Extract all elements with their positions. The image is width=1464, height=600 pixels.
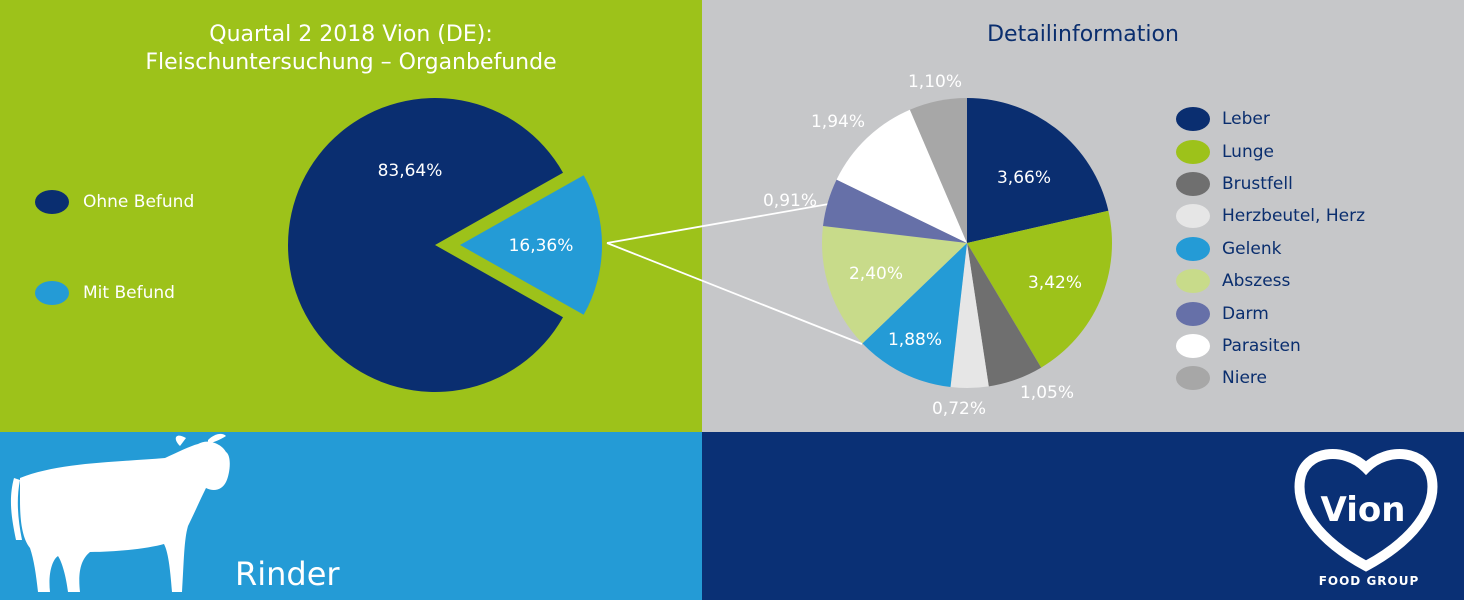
- legend-swatch: [1176, 366, 1210, 391]
- pie-slice-ohne-befund: [288, 97, 564, 392]
- pie-slice-gelenk: [862, 243, 967, 388]
- legend-label: Niere: [1222, 368, 1267, 389]
- pie-slice-darm: [823, 179, 967, 243]
- data-label-lunge: 3,42%: [1028, 273, 1082, 293]
- chart-subtitle: Fleischuntersuchung – Organbefunde: [145, 50, 557, 75]
- data-label-brustfell: 1,05%: [1020, 383, 1074, 403]
- legend-label: Abszess: [1222, 271, 1291, 292]
- legend-swatch: [1176, 107, 1210, 132]
- legend-item-brustfell: Brustfell: [1176, 168, 1365, 200]
- legend-swatch: [1176, 301, 1210, 326]
- legend-label: Herzbeutel, Herz: [1222, 206, 1365, 227]
- legend-item-leber: Leber: [1176, 103, 1365, 135]
- data-label-herzbeutel-herz: 0,72%: [932, 399, 986, 419]
- legend-item-ohne-befund: Ohne Befund: [35, 190, 194, 214]
- legend-label: Brustfell: [1222, 173, 1293, 194]
- connector-line-bottom: [606, 242, 863, 345]
- legend-item-gelenk: Gelenk: [1176, 233, 1365, 265]
- legend-swatch: [35, 281, 69, 305]
- legend-label: Ohne Befund: [83, 192, 195, 212]
- pie-slice-herzbeutel-herz: [950, 243, 989, 388]
- detail-title: Detailinformation: [987, 22, 1179, 47]
- pie-slice-abszess: [821, 225, 967, 344]
- pie-slice-brustfell: [967, 243, 1042, 387]
- legend-label: Parasiten: [1222, 335, 1301, 356]
- pie-slice-leber: [967, 98, 1109, 243]
- data-label-abszess: 2,40%: [849, 264, 903, 284]
- data-label-gelenk: 1,88%: [888, 330, 942, 350]
- legend-swatch: [1176, 269, 1210, 294]
- legend-item-herzbeutel-herz: Herzbeutel, Herz: [1176, 200, 1365, 232]
- data-label-ohne-befund: 83,64%: [378, 161, 443, 181]
- pie-slice-niere: [909, 98, 967, 243]
- legend-item-darm: Darm: [1176, 297, 1365, 329]
- legend-item-parasiten: Parasiten: [1176, 330, 1365, 362]
- legend-label: Leber: [1222, 109, 1270, 130]
- detail-legend: Leber Lunge Brustfell Herzbeutel, Herz Gelen…: [1176, 103, 1365, 395]
- legend-label: Darm: [1222, 303, 1269, 324]
- pie-slice-lunge: [967, 210, 1112, 368]
- pie-slice-parasiten: [836, 109, 967, 243]
- legend-label: Mit Befund: [83, 283, 175, 303]
- legend-label: Lunge: [1222, 141, 1274, 162]
- legend-swatch: [1176, 204, 1210, 229]
- legend-swatch: [1176, 139, 1210, 164]
- data-label-niere: 1,10%: [908, 72, 962, 92]
- legend-item-abszess: Abszess: [1176, 265, 1365, 297]
- animal-label: Rinder: [235, 555, 340, 593]
- pie-slice-mit-befund: [460, 175, 602, 315]
- brand-subtitle: FOOD GROUP: [1318, 574, 1420, 588]
- legend-swatch: [1176, 236, 1210, 261]
- data-label-darm: 0,91%: [763, 191, 817, 211]
- legend-swatch: [35, 190, 69, 214]
- data-label-mit-befund: 16,36%: [509, 236, 574, 256]
- chart-title: Quartal 2 2018 Vion (DE):: [209, 22, 493, 47]
- brand-name: Vion: [1320, 490, 1406, 530]
- data-label-parasiten: 1,94%: [811, 112, 865, 132]
- legend-swatch: [1176, 171, 1210, 196]
- legend-item-mit-befund: Mit Befund: [35, 281, 175, 305]
- legend-label: Gelenk: [1222, 238, 1282, 259]
- data-label-leber: 3,66%: [997, 168, 1051, 188]
- legend-item-niere: Niere: [1176, 362, 1365, 394]
- legend-swatch: [1176, 333, 1210, 358]
- legend-item-lunge: Lunge: [1176, 135, 1365, 167]
